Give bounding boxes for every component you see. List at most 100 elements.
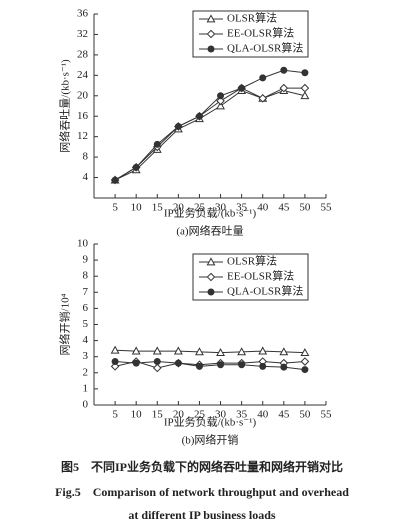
x-tick-label: 30 — [215, 202, 227, 214]
marker-triangle — [279, 347, 289, 356]
legend-label: OLSR算法 — [227, 11, 277, 25]
y-tick-label: 32 — [77, 28, 88, 40]
x-tick-label: 25 — [194, 409, 206, 421]
x-tick-label: 10 — [131, 202, 143, 214]
legend-label: EE-OLSR算法 — [227, 269, 294, 283]
marker-circle — [132, 163, 140, 171]
marker-diamond — [216, 96, 225, 106]
marker-circle — [217, 92, 225, 100]
series-line — [115, 349, 305, 354]
legend-label: QLA-OLSR算法 — [227, 284, 303, 298]
legend-label: OLSR算法 — [227, 254, 277, 268]
chart-caption: (a)网络吞吐量 — [176, 224, 243, 238]
y-tick-label: 36 — [77, 8, 89, 20]
marker-circle — [153, 358, 161, 366]
marker-circle — [238, 84, 246, 92]
y-tick-label: 3 — [83, 350, 89, 362]
x-tick-label: 35 — [236, 202, 248, 214]
marker-triangle — [131, 346, 141, 355]
x-tick-label: 30 — [215, 409, 227, 421]
x-tick-label: 20 — [173, 202, 185, 214]
marker-circle — [280, 66, 288, 74]
marker-circle — [111, 358, 119, 366]
marker-circle — [195, 362, 203, 370]
y-tick-label: 1 — [83, 382, 89, 394]
y-tick-label: 7 — [83, 286, 89, 298]
chart-caption: (b)网络开销 — [182, 433, 239, 447]
marker-circle — [174, 359, 182, 367]
series-line — [114, 69, 305, 181]
marker-circle — [259, 74, 267, 82]
y-tick-label: 2 — [83, 366, 89, 378]
marker-circle — [301, 69, 309, 77]
x-tick-label: 10 — [131, 409, 143, 421]
x-tick-label: 35 — [236, 409, 248, 421]
x-tick-label: 55 — [321, 409, 333, 421]
marker-diamond — [300, 83, 310, 93]
marker-circle — [153, 140, 161, 148]
marker-triangle — [237, 347, 247, 356]
marker-triangle — [195, 347, 204, 356]
x-tick-label: 55 — [321, 202, 333, 214]
y-axis-label: 网络开销/10⁴ — [58, 293, 72, 355]
y-tick-label: 8 — [83, 151, 89, 163]
x-tick-label: 40 — [257, 409, 269, 421]
y-tick-label: 20 — [77, 89, 89, 101]
marker-triangle — [206, 14, 216, 23]
marker-diamond — [300, 357, 310, 366]
series-line — [114, 361, 305, 369]
y-tick-label: 8 — [83, 270, 89, 282]
marker-circle — [207, 45, 215, 53]
x-tick-label: 45 — [278, 202, 290, 214]
x-tick-label: 25 — [194, 202, 206, 214]
y-tick-label: 24 — [77, 69, 89, 81]
marker-circle — [301, 366, 309, 374]
marker-diamond — [258, 94, 268, 103]
series-line — [115, 361, 305, 371]
x-tick-label: 50 — [299, 202, 311, 214]
marker-triangle — [206, 257, 216, 266]
marker-circle — [259, 362, 267, 370]
marker-diamond — [206, 272, 216, 282]
y-tick-label: 4 — [83, 334, 89, 346]
marker-triangle — [110, 345, 120, 354]
figure-caption-en: at different IP business loads — [128, 508, 275, 522]
x-tick-label: 40 — [257, 202, 269, 214]
x-tick-label: 50 — [299, 409, 311, 421]
x-tick-label: 5 — [112, 409, 118, 421]
y-tick-label: 6 — [83, 302, 89, 314]
y-tick-label: 16 — [77, 110, 89, 122]
x-tick-label: 45 — [278, 409, 290, 421]
y-tick-label: 10 — [77, 238, 89, 250]
marker-triangle — [216, 101, 225, 110]
marker-triangle — [173, 346, 183, 355]
marker-diamond — [152, 363, 162, 373]
x-tick-label: 15 — [152, 202, 164, 214]
y-axis-label: 网络吞吐量/(kb·s⁻¹) — [58, 59, 72, 153]
marker-circle — [238, 361, 246, 369]
x-tick-label: 5 — [112, 202, 118, 214]
marker-circle — [217, 361, 225, 369]
marker-triangle — [300, 348, 310, 357]
marker-circle — [280, 363, 288, 371]
y-tick-label: 12 — [77, 130, 88, 142]
x-axis-label: IP业务负载/(kb·s⁻¹) — [164, 415, 257, 429]
marker-triangle — [216, 348, 225, 357]
marker-triangle — [258, 346, 268, 355]
figure-caption-zh: 图5 不同IP业务负载下的网络吞吐量和网络开销对比 — [61, 459, 343, 474]
x-axis-label: IP业务负载/(kb·s⁻¹) — [164, 206, 257, 220]
marker-circle — [207, 288, 215, 296]
y-tick-label: 4 — [83, 171, 89, 183]
marker-diamond — [206, 29, 216, 39]
y-tick-label: 9 — [83, 254, 89, 266]
marker-circle — [195, 112, 203, 120]
marker-circle — [111, 176, 119, 184]
y-tick-label: 28 — [77, 48, 89, 60]
y-tick-label: 0 — [83, 399, 89, 411]
legend-label: EE-OLSR算法 — [227, 26, 294, 40]
marker-triangle — [152, 346, 162, 355]
x-tick-label: 15 — [152, 409, 164, 421]
marker-diamond — [279, 83, 289, 93]
legend-label: QLA-OLSR算法 — [227, 41, 303, 55]
